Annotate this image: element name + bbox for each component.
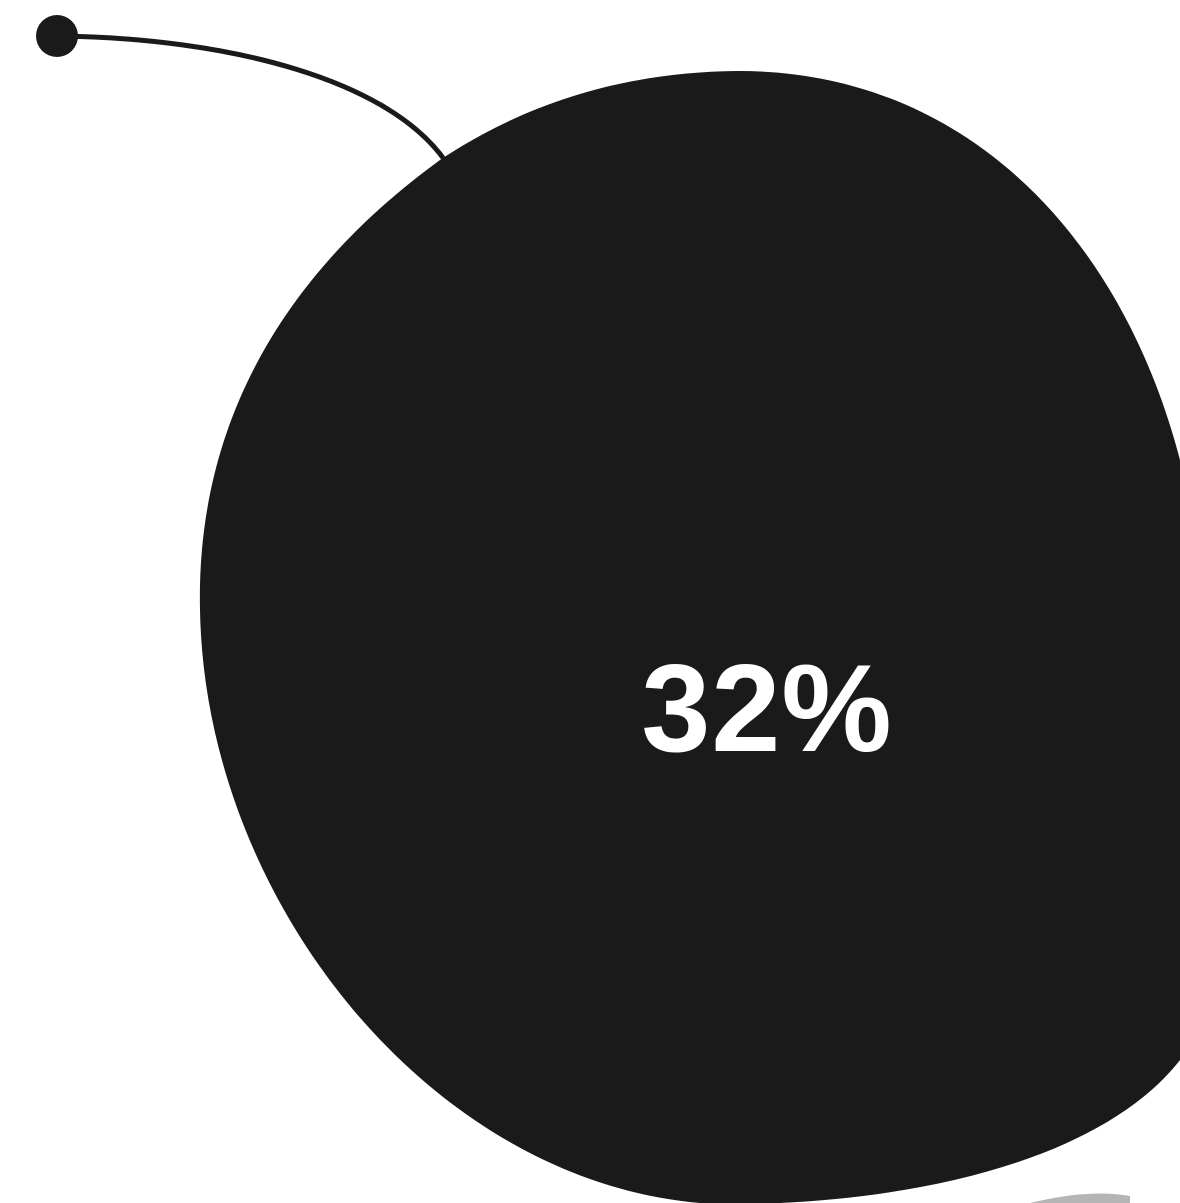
connector-line — [57, 33, 449, 164]
grey-accent-shape — [1030, 1193, 1130, 1203]
stat-blob — [199, 70, 1180, 1203]
stat-value: 32% — [641, 640, 892, 778]
connector-dot — [36, 15, 78, 57]
